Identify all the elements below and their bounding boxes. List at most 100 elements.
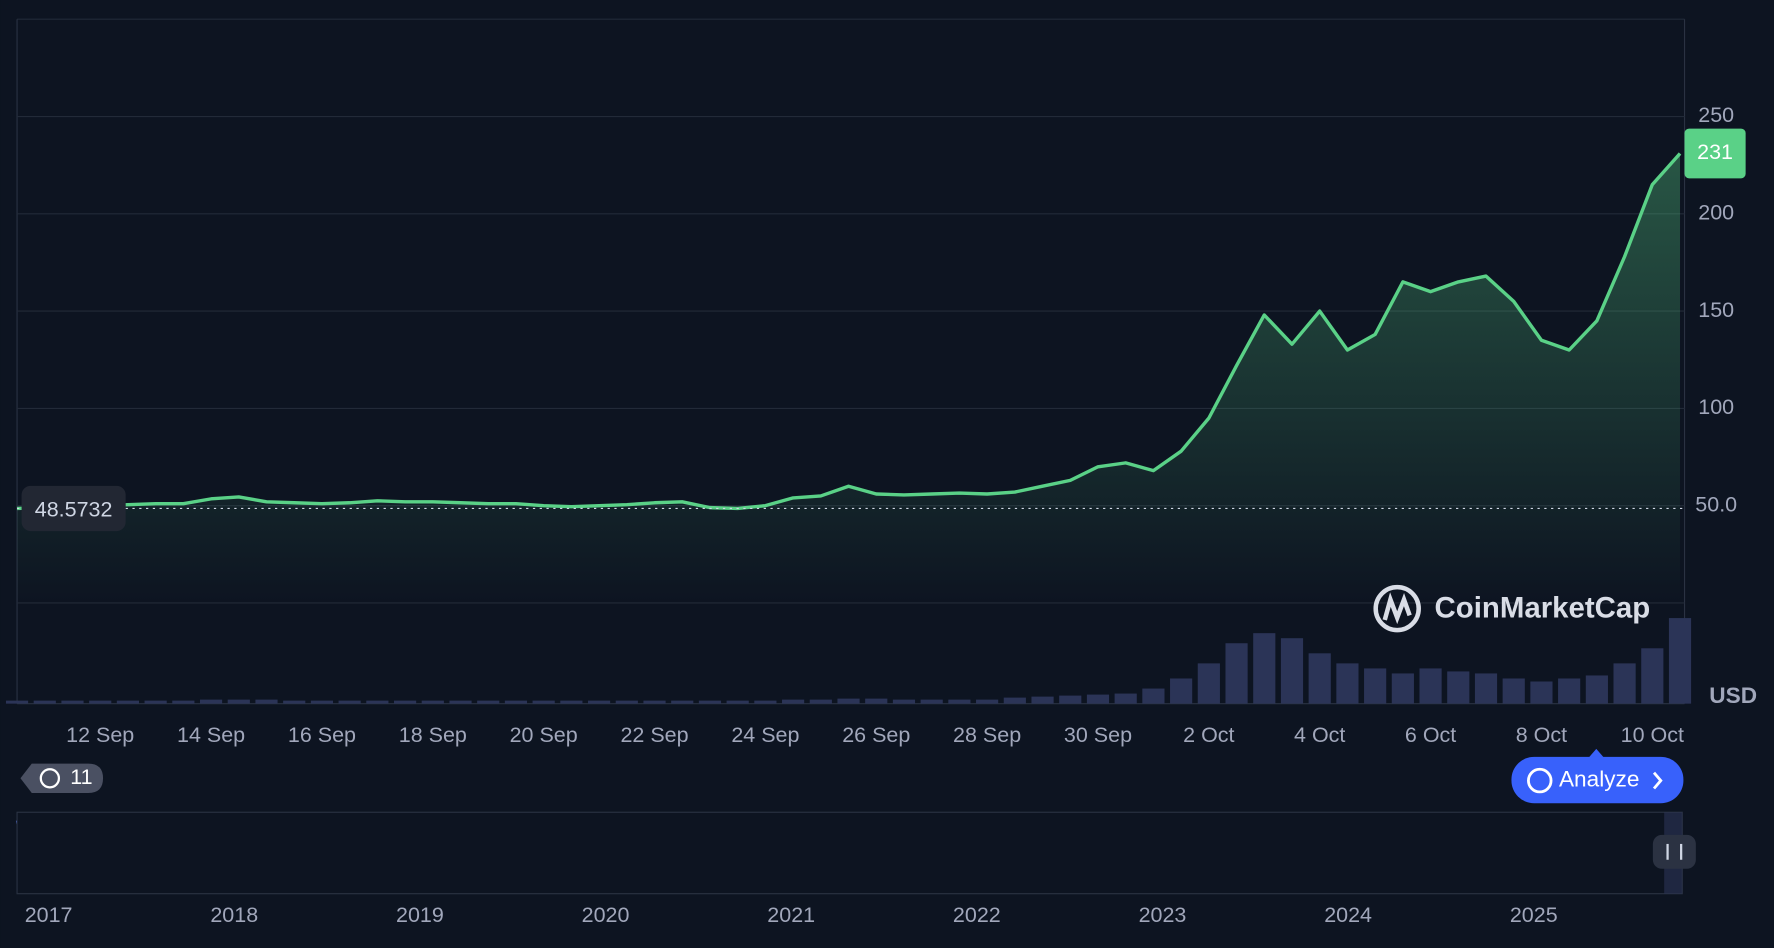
volume-bar [1253,633,1276,704]
volume-bar [754,700,777,704]
last-value-label: 231 [1697,140,1733,164]
volume-bar [1585,675,1608,704]
volume-bar [948,699,971,704]
volume-bar [1668,618,1692,704]
volume-bar [33,700,56,704]
volume-bar [1003,697,1026,704]
x-tick-label: 26 Sep [842,723,910,747]
volume-bar [5,700,29,704]
brand-name: CoinMarketCap [1435,592,1651,625]
volume-bar [1391,673,1414,704]
navigator-tick-label: 2023 [1139,903,1187,927]
x-tick-label: 8 Oct [1516,723,1567,747]
x-tick-label: 2 Oct [1183,723,1234,747]
volume-bar [1142,688,1165,704]
volume-bar [1225,643,1248,704]
navigator-tick-label: 2024 [1324,903,1372,927]
volume-bar [310,700,334,704]
chevron [1652,771,1663,790]
volume-bar [588,700,611,704]
price-line [17,152,1682,511]
last-value-badge [1684,128,1746,179]
navigator-handle[interactable] [1652,834,1696,869]
volume-bar [421,700,444,704]
volume-bar [1419,668,1442,704]
y-tick-label: 150 [1698,298,1734,322]
brand-logo: CoinMarketCap [1373,584,1651,633]
x-tick-label: 22 Sep [620,723,688,747]
reference-label: 48.5732 [35,497,113,521]
volume-bar [1364,668,1387,704]
x-tick-label: 10 Oct [1621,723,1684,747]
volume-bar [1613,663,1636,704]
y-tick-label: 50.0 [1695,492,1737,516]
area [17,153,1681,603]
volume-bar [865,698,888,704]
x-tick-label: 6 Oct [1405,723,1456,747]
volume-bar [449,700,472,704]
x-tick-label: 20 Sep [510,723,578,747]
volume-bar [615,700,638,704]
reference-badge [21,485,126,532]
y-tick-label: 250 [1698,103,1734,127]
volume-bar [698,700,722,704]
x-tick-label: 30 Sep [1064,723,1132,747]
volume-bar [1502,678,1525,704]
x-tick-label: 4 Oct [1294,723,1345,747]
volume-bar [227,699,250,704]
volume-bar [255,699,278,704]
analyze-button[interactable]: Analyze [1511,748,1684,804]
x-tick-label: 12 Sep [66,723,134,747]
volume-bar [504,700,528,704]
volume-bar [892,699,916,704]
navigator-tick-label: 2022 [953,903,1001,927]
volume-bar [1447,671,1470,704]
volume-bar [477,700,500,704]
button-label: Analyze [1559,767,1639,792]
navigator-tick-label: 2017 [25,903,73,927]
history-count: 11 [70,765,92,789]
volume-bar [144,700,167,704]
button-bg [1511,756,1684,804]
volume-bar [671,700,694,704]
volume-bar [338,700,361,704]
volume-bar [283,700,306,704]
volume-bar [393,700,417,704]
volume-bar [89,700,112,704]
volume-bar [1059,695,1082,704]
navigator-tick-label: 2021 [767,903,815,927]
volume-bar [1031,696,1054,704]
volume-bar [643,700,666,704]
volume-bar [1641,648,1664,704]
x-tick-label: 16 Sep [288,723,356,747]
y-tick-label: 100 [1698,395,1734,419]
volume-bar [116,700,140,704]
volume-bar [976,699,999,704]
volume-bar [199,699,223,704]
navigator-tick-label: 2018 [210,903,258,927]
volume-bar [366,700,389,704]
navigator-tick-label: 2025 [1510,903,1558,927]
volume-bar [532,700,555,704]
volume-bar [726,700,749,704]
x-tick-label: 14 Sep [177,723,245,747]
volume-bar [782,699,805,704]
volume-bar [560,700,583,704]
history-badge[interactable]: 11 [20,763,104,794]
volume-bar [1197,663,1220,704]
x-tick-label: 28 Sep [953,723,1021,747]
volume-bar [1086,694,1110,704]
volume-bar [1474,673,1498,704]
volume-bar [1114,693,1137,704]
logo-icon [1373,584,1421,633]
volume-bar [172,700,195,704]
volume-bar [1336,663,1359,704]
volume-bar [1280,638,1304,704]
volume-bar [1308,653,1331,704]
volume-bar [1170,678,1193,704]
x-tick-label: 24 Sep [731,723,799,747]
volume-bar [837,698,860,704]
button-icon [1527,767,1553,794]
